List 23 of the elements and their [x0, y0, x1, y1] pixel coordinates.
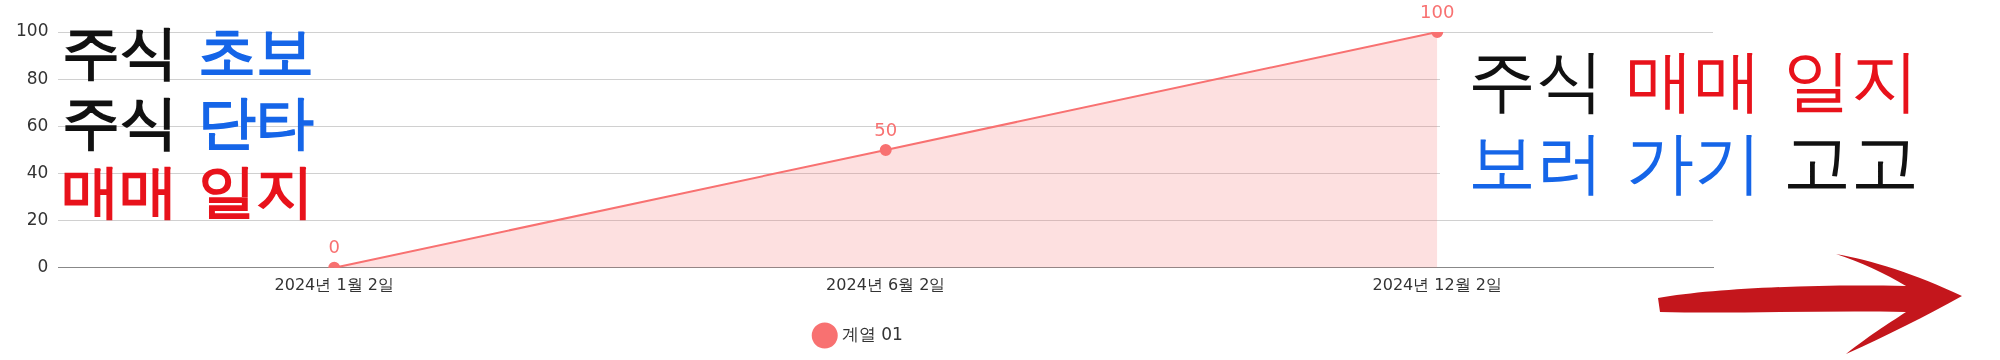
annotation: 보러 가기 [1468, 122, 1762, 202]
annotation: 단타 [198, 87, 315, 156]
y-tick-label: 0 [37, 256, 49, 277]
annotation: 매매 일지 [62, 157, 315, 226]
x-tick-label: 2024년 1월 2일 [274, 274, 394, 294]
text: 고고 [1783, 122, 1920, 202]
data-label: 50 [874, 118, 898, 140]
data-label: 100 [1420, 0, 1455, 22]
data-label: 0 [328, 236, 340, 258]
annotation: 초보 [198, 18, 315, 86]
y-tick-label: 20 [26, 209, 49, 230]
point [879, 143, 892, 156]
legend-label: 계열 01 [841, 323, 903, 344]
annotation: 매매 일지 [1625, 41, 1920, 120]
x-tick-label: 2024년 6월 2일 [826, 274, 946, 294]
y-tick-label: 80 [26, 67, 49, 88]
y-tick-label: 100 [15, 20, 49, 41]
x-tick-label: 2024년 12월 2일 [1372, 274, 1502, 294]
y-tick-label: 60 [26, 114, 49, 135]
annotation: 주식 [62, 18, 178, 86]
annotation: 주식 [62, 87, 178, 156]
annotation: 주식 [1468, 41, 1604, 120]
y-tick-label: 40 [26, 161, 49, 182]
